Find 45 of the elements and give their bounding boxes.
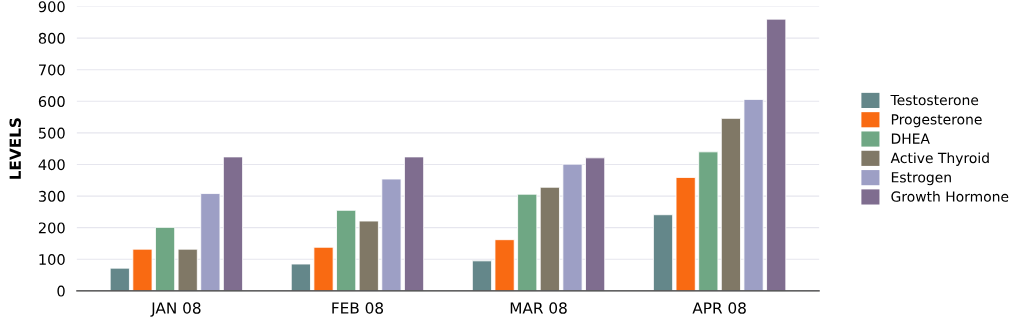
bar	[698, 151, 719, 291]
x-tick-label: FEB 08	[332, 302, 384, 314]
legend-label: Testosterone	[890, 94, 979, 106]
y-tick-label: 500	[38, 127, 65, 139]
x-tick-label: APR 08	[692, 302, 746, 314]
bar	[381, 178, 402, 291]
bar	[200, 193, 221, 291]
bar	[177, 248, 198, 291]
bar	[562, 163, 583, 291]
bar	[539, 186, 560, 291]
legend-label: Progesterone	[891, 114, 982, 128]
y-tick-label: 800	[38, 32, 65, 44]
bar	[585, 157, 606, 291]
y-tick-label: 700	[39, 64, 65, 76]
y-tick-label: 0	[57, 285, 65, 297]
y-tick-label: 200	[38, 222, 65, 234]
bar	[743, 98, 764, 291]
y-tick-label: 100	[39, 253, 65, 266]
y-tick-label: 900	[38, 1, 65, 13]
legend-label: DHEA	[891, 133, 930, 144]
bar	[336, 209, 357, 291]
y-tick-label: 600	[38, 96, 65, 108]
bar	[720, 117, 741, 291]
bar	[652, 214, 674, 291]
legend-label: Active Thyroid	[890, 152, 989, 166]
bar	[675, 177, 696, 291]
bar	[155, 226, 176, 291]
y-tick-label: 400	[38, 159, 65, 171]
x-tick-label: MAR 08	[510, 302, 567, 314]
bar	[517, 193, 538, 291]
bar	[766, 18, 787, 291]
bar	[132, 248, 153, 291]
bar	[222, 156, 244, 291]
bar	[358, 220, 379, 291]
bar	[109, 267, 130, 291]
bar	[313, 246, 334, 291]
bar	[404, 156, 425, 291]
legend-label: Estrogen	[891, 172, 951, 186]
legend-label: Growth Hormone	[891, 191, 1009, 202]
bar	[290, 263, 311, 291]
y-axis-title: LEVELS	[9, 118, 21, 179]
bar	[494, 239, 515, 291]
bar	[471, 260, 492, 291]
x-tick-label: JAN 08	[150, 302, 201, 317]
y-tick-label: 300	[38, 190, 65, 202]
